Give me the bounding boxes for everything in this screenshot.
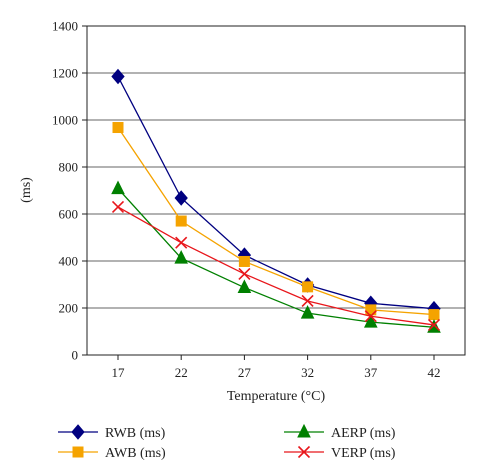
x-tick-label: 22: [175, 365, 188, 380]
legend-label-awb: AWB (ms): [105, 446, 166, 461]
data-point-awb: [302, 281, 314, 293]
data-point-verp: [238, 267, 251, 280]
x-tick-label: 37: [364, 365, 378, 380]
x-axis-label: Temperature (°C): [227, 389, 326, 404]
series-aerp: [111, 180, 441, 333]
legend-item-aerp: AERP (ms): [284, 423, 396, 441]
data-point-verp: [427, 318, 441, 331]
legend-marker-aerp: [297, 423, 311, 438]
series-line-verp: [117, 206, 435, 326]
y-tick-label: 200: [59, 301, 79, 316]
legend-item-verp: VERP (ms): [284, 445, 396, 461]
data-point-aerp: [300, 305, 315, 319]
gridlines: [87, 72, 465, 309]
data-point-aerp: [174, 250, 189, 264]
series-line-rwb: [117, 76, 435, 310]
legend-label-aerp: AERP (ms): [331, 426, 396, 441]
data-point-aerp: [237, 279, 252, 294]
data-point-verp: [364, 310, 377, 323]
data-point-verp: [301, 294, 314, 308]
series-awb: [112, 122, 440, 321]
data-point-rwb: [111, 68, 125, 85]
y-tick-label: 1200: [52, 66, 78, 81]
data-point-awb: [428, 309, 440, 321]
x-tick-label: 27: [238, 365, 252, 380]
y-tick-label: 0: [72, 348, 79, 363]
series-verp: [111, 200, 441, 331]
y-tick-label: 1400: [52, 19, 78, 34]
legend: RWB (ms) AWB (ms) AERP (ms) VERP (ms): [58, 423, 396, 461]
data-point-aerp: [363, 313, 378, 328]
legend-marker-rwb: [71, 424, 85, 440]
plot-area-frame: [86, 25, 466, 356]
data-point-awb: [112, 122, 124, 134]
data-point-aerp: [427, 319, 441, 333]
x-tick-label: 32: [301, 365, 314, 380]
data-point-verp: [175, 236, 188, 249]
data-point-awb: [175, 215, 187, 227]
x-tick-label: 17: [112, 365, 126, 380]
series-layer: [111, 68, 441, 333]
legend-item-rwb: RWB (ms): [58, 424, 166, 441]
x-axis-ticks: 17 22 27 32 37 42: [112, 355, 441, 380]
data-point-rwb: [174, 190, 188, 206]
legend-label-rwb: RWB (ms): [105, 426, 166, 441]
x-tick-label: 42: [428, 365, 441, 380]
series-line-awb: [117, 127, 435, 316]
legend-marker-verp: [297, 445, 311, 459]
y-axis-ticks: 0 200 400 600 800 1000 1200 1400: [52, 19, 87, 363]
legend-item-awb: AWB (ms): [58, 446, 166, 461]
data-point-aerp: [111, 180, 125, 195]
y-tick-label: 400: [59, 254, 79, 269]
legend-label-verp: VERP (ms): [331, 446, 396, 461]
y-tick-label: 600: [59, 207, 79, 222]
series-line-aerp: [117, 188, 435, 328]
data-point-awb: [238, 255, 250, 267]
series-rwb: [111, 68, 441, 317]
y-tick-label: 800: [59, 160, 79, 175]
legend-marker-awb: [72, 446, 84, 458]
y-tick-label: 1000: [52, 113, 78, 128]
data-point-verp: [111, 200, 125, 214]
y-axis-label: (ms): [19, 177, 34, 203]
